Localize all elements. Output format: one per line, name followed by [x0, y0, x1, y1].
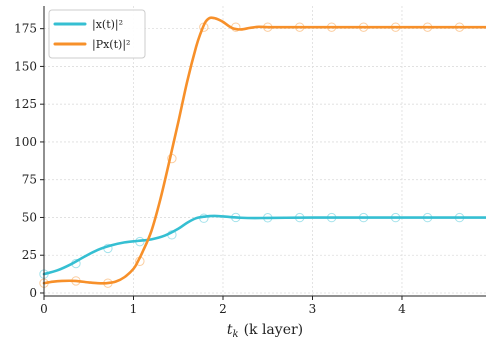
x-tick-label-2: 2: [219, 302, 227, 316]
legend-box: [48, 9, 146, 59]
y-tick-label-1: 25: [22, 248, 37, 262]
series-1-marker-10: [358, 22, 369, 32]
y-tick-label-0: 0: [29, 286, 37, 300]
series-0-marker-6: [231, 212, 241, 223]
series-1-marker-12: [422, 22, 433, 32]
legend-label-px-norm: |Px(t)|²: [92, 38, 130, 52]
series-0-marker-11: [390, 212, 401, 223]
x-tick-label-4: 4: [398, 302, 406, 316]
y-tick-label-2: 50: [22, 210, 37, 224]
x-axis-title-main: t: [227, 322, 233, 338]
y-tick-label-4: 100: [14, 135, 37, 149]
x-axis-title: tk (k layer): [227, 322, 303, 340]
series-1-marker-4: [167, 153, 177, 164]
series-1-marker-11: [390, 22, 401, 32]
series-1-marker-8: [294, 22, 305, 32]
series-1-marker-3: [135, 256, 145, 266]
y-tick-label-5: 125: [14, 97, 37, 111]
axes: [43, 6, 486, 297]
series-0-marker-9: [326, 212, 337, 223]
series-1-marker-6: [231, 22, 241, 32]
series-0-marker-3: [135, 236, 145, 247]
series-0-marker-5: [199, 213, 209, 223]
y-tick-label-7: 175: [14, 22, 37, 36]
series-line-1: [42, 16, 486, 285]
series-0-marker-4: [167, 230, 177, 240]
series-1-marker-9: [326, 22, 337, 32]
legend: |x(t)|² |Px(t)|²: [48, 9, 146, 59]
series-0-marker-12: [422, 212, 433, 223]
series-1-marker-13: [454, 22, 465, 32]
series-0-marker-13: [454, 212, 465, 223]
grid-lines: [43, 6, 486, 296]
x-axis-title-rest: (k layer): [244, 322, 304, 338]
series-0-marker-1: [71, 258, 81, 269]
series-0-marker-10: [358, 212, 369, 223]
legend-label-x-norm: |x(t)|²: [92, 18, 123, 32]
x-tick-label-3: 3: [309, 302, 317, 316]
tick-marks-and-labels: 0 1 2 3 4 0 25 50 75 100 125 150 175: [14, 22, 406, 316]
x-axis-title-subscript: k: [233, 329, 239, 340]
series-0-marker-7: [263, 213, 273, 223]
series-line-0: [42, 214, 486, 276]
x-tick-label-0: 0: [40, 302, 48, 316]
series-0-marker-8: [294, 212, 305, 223]
series-1-marker-1: [71, 276, 81, 286]
series-0-marker-2: [103, 243, 113, 254]
y-tick-label-6: 150: [14, 59, 37, 73]
series-1-marker-7: [263, 22, 273, 32]
series-1-marker-5: [199, 22, 209, 32]
series-1-marker-2: [103, 278, 113, 288]
x-tick-label-1: 1: [130, 302, 138, 316]
y-tick-label-3: 75: [22, 173, 37, 187]
